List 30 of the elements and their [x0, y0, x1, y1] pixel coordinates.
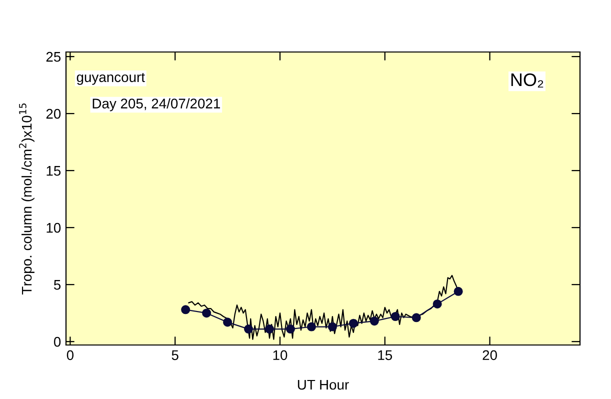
x-tick-label: 5 [172, 350, 178, 360]
x-tick-label: 15 [378, 350, 392, 360]
point [390, 312, 400, 322]
y-tick-label: 15 [46, 166, 61, 176]
point [454, 286, 463, 296]
y-tick-label: 10 [46, 222, 61, 233]
y-tick-label: 5 [54, 280, 61, 290]
x-tick-label: 10 [273, 350, 288, 360]
point [223, 318, 232, 327]
x-axis-title: UT Hour [298, 380, 349, 390]
y-tick-label: 20 [46, 108, 61, 119]
point [264, 324, 274, 334]
y-tick-label: 25 [46, 52, 61, 62]
x-tick-label: 0 [66, 350, 74, 360]
point [202, 308, 212, 318]
y-axis-title: Tropo. column (mol./cm$^{2}$)x10$^{15}$ [19, 104, 34, 294]
x-tick-label: 20 [482, 350, 497, 360]
point [432, 299, 442, 308]
point [412, 313, 421, 322]
annotation: guyancourt [76, 72, 145, 85]
point [306, 322, 316, 332]
point [286, 324, 295, 334]
point [370, 316, 379, 326]
annotation: NO₂ [511, 73, 544, 88]
y-tick-label: 0 [54, 336, 61, 347]
point [181, 305, 190, 314]
point [244, 324, 254, 334]
point [348, 318, 358, 328]
point [328, 322, 337, 332]
annotation: Day 205, 24/07/2021 [92, 98, 220, 112]
